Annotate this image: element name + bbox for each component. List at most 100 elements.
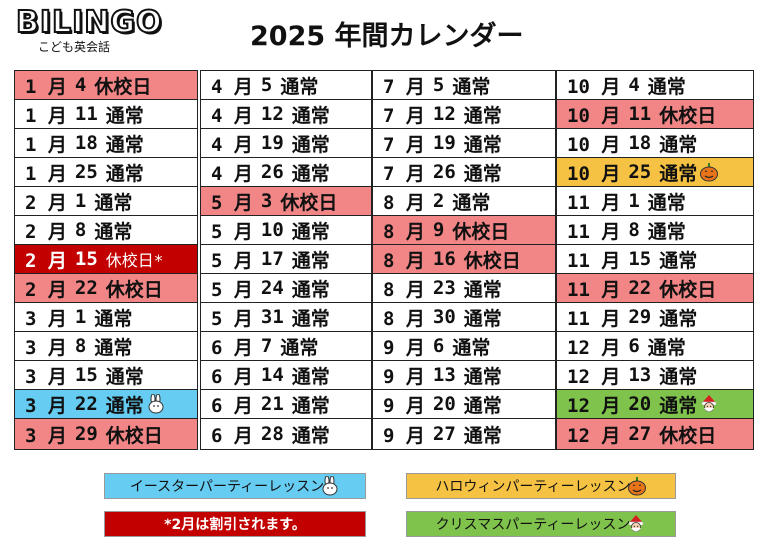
day-label: 11: [74, 103, 98, 125]
day-label: 27: [628, 423, 652, 445]
logo-wordmark: BILINGO: [15, 5, 163, 41]
day-label: 15: [628, 248, 652, 270]
status-label: 通常: [463, 133, 502, 156]
calendar-date-cell: 3 月 22 通常: [15, 390, 197, 419]
status-label: 通常: [94, 191, 133, 214]
month-label: 7 月: [383, 133, 425, 156]
calendar-date-cell: 5 月 24 通常: [201, 274, 371, 303]
status-label: 通常: [105, 162, 144, 185]
calendar-date-cell: 4 月 26 通常: [201, 158, 371, 187]
day-label: 29: [74, 423, 98, 445]
status-label: 通常: [647, 336, 686, 359]
status-label: 通常: [94, 336, 133, 359]
day-label: 8: [628, 219, 640, 241]
month-label: 3 月: [25, 424, 67, 447]
calendar-date-cell: 11 月 22 休校日: [557, 274, 753, 303]
status-label: 休校日: [659, 104, 717, 127]
status-label: 通常: [291, 307, 330, 330]
calendar-date-cell: 1 月 4 休校日: [15, 71, 197, 100]
calendar-date-cell: 10 月 25 通常: [557, 158, 753, 187]
day-label: 4: [628, 74, 640, 96]
status-label: 通常: [659, 249, 698, 272]
month-label: 10 月: [567, 75, 621, 98]
calendar-date-cell: 11 月 29 通常: [557, 303, 753, 332]
calendar-date-cell: 3 月 8 通常: [15, 332, 197, 361]
day-label: 22: [74, 277, 98, 299]
calendar-date-cell: 11 月 8 通常: [557, 216, 753, 245]
status-label: 通常: [105, 394, 144, 417]
day-label: 24: [260, 277, 284, 299]
calendar-date-cell: 5 月 17 通常: [201, 245, 371, 274]
status-label: 休校日*: [105, 251, 164, 270]
status-label: 通常: [659, 365, 698, 388]
month-label: 1 月: [25, 104, 67, 127]
status-label: 通常: [647, 75, 686, 98]
day-label: 29: [628, 306, 652, 328]
santa-icon: [699, 394, 719, 414]
calendar-date-cell: 1 月 11 通常: [15, 100, 197, 129]
status-label: 通常: [452, 336, 491, 359]
calendar-date-cell: 9 月 20 通常: [373, 390, 555, 419]
legend-christmas-label: クリスマスパーティーレッスン: [435, 517, 631, 533]
day-label: 10: [260, 219, 284, 241]
day-label: 19: [260, 132, 284, 154]
status-label: 休校日: [94, 75, 152, 98]
month-label: 6 月: [211, 336, 253, 359]
month-label: 5 月: [211, 220, 253, 243]
status-label: 通常: [463, 394, 502, 417]
day-label: 6: [628, 335, 640, 357]
day-label: 7: [260, 335, 273, 357]
day-label: 15: [74, 364, 98, 386]
legend-christmas: クリスマスパーティーレッスン: [406, 511, 676, 537]
month-label: 3 月: [25, 307, 67, 330]
month-label: 4 月: [211, 104, 253, 127]
month-label: 5 月: [211, 278, 253, 301]
month-label: 11 月: [567, 307, 621, 330]
calendar-date-cell: 12 月 6 通常: [557, 332, 753, 361]
calendar-date-cell: 6 月 7 通常: [201, 332, 371, 361]
month-label: 8 月: [383, 191, 425, 214]
calendar-date-cell: 1 月 18 通常: [15, 129, 197, 158]
status-label: 通常: [105, 104, 144, 127]
status-label: 通常: [291, 365, 330, 388]
day-label: 30: [432, 306, 456, 328]
status-label: 休校日: [463, 249, 521, 272]
calendar-date-cell: 6 月 28 通常: [201, 419, 371, 449]
month-label: 2 月: [25, 249, 67, 272]
status-label: 通常: [452, 191, 491, 214]
calendar-date-cell: 8 月 23 通常: [373, 274, 555, 303]
calendar-date-cell: 2 月 1 通常: [15, 187, 197, 216]
status-label: 休校日: [105, 424, 163, 447]
month-label: 12 月: [567, 394, 621, 417]
month-label: 6 月: [211, 394, 253, 417]
calendar-date-cell: 7 月 12 通常: [373, 100, 555, 129]
calendar-date-cell: 2 月 8 通常: [15, 216, 197, 245]
status-label: 通常: [463, 365, 502, 388]
rabbit-icon: [146, 394, 166, 414]
legend-halloween-label: ハロウィンパーティーレッスン: [435, 479, 631, 495]
day-label: 14: [260, 364, 284, 386]
page-title: 2025 年間カレンダー: [250, 21, 524, 52]
month-label: 3 月: [25, 365, 67, 388]
calendar-date-cell: 1 月 25 通常: [15, 158, 197, 187]
day-label: 17: [260, 248, 284, 270]
day-label: 13: [432, 364, 456, 386]
day-label: 1: [628, 190, 640, 212]
day-label: 21: [260, 393, 284, 415]
month-label: 6 月: [211, 365, 253, 388]
status-label: 通常: [280, 75, 319, 98]
day-label: 12: [432, 103, 456, 125]
day-label: 4: [74, 74, 87, 96]
day-label: 26: [260, 161, 284, 183]
day-label: 15: [74, 248, 98, 270]
calendar-date-cell: 10 月 11 休校日: [557, 100, 753, 129]
calendar-date-cell: 6 月 14 通常: [201, 361, 371, 390]
month-label: 8 月: [383, 278, 425, 301]
day-label: 9: [432, 219, 445, 241]
day-label: 19: [432, 132, 456, 154]
calendar-date-cell: 8 月 30 通常: [373, 303, 555, 332]
month-label: 1 月: [25, 133, 67, 156]
status-label: 通常: [659, 133, 698, 156]
month-label: 11 月: [567, 249, 621, 272]
status-label: 通常: [291, 220, 330, 243]
